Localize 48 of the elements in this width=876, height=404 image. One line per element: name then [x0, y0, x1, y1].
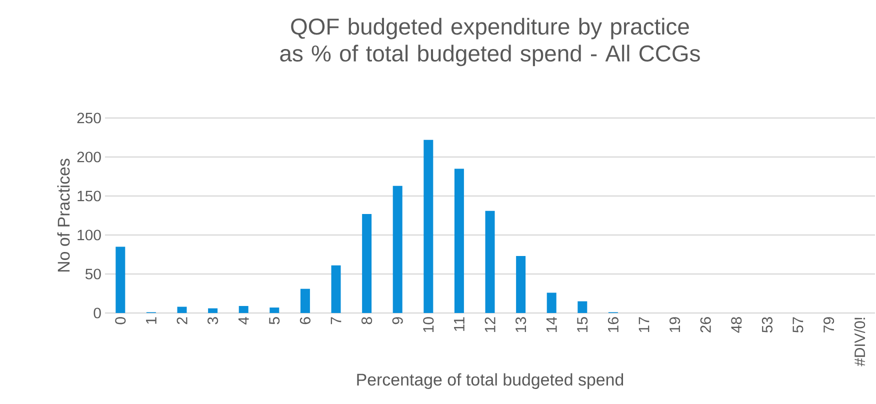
x-axis-title: Percentage of total budgeted spend [357, 373, 624, 389]
bar [177, 306, 187, 313]
x-tick-label: 79 [824, 317, 834, 332]
x-tick-label: 57 [792, 317, 804, 333]
bar [392, 186, 402, 313]
y-axis-title: No of Practices [57, 158, 70, 272]
x-tick-label: 16 [608, 317, 618, 332]
bar [116, 246, 126, 313]
x-tick-label: 6 [300, 317, 310, 324]
bar [238, 306, 248, 313]
x-tick-label: 53 [762, 317, 772, 333]
x-tick-label: 3 [208, 317, 218, 324]
x-tick-label: 14 [546, 316, 557, 332]
y-tick-label: 50 [85, 268, 101, 280]
x-tick-label: 4 [238, 316, 249, 324]
bar [516, 256, 526, 313]
x-tick-label: 7 [330, 317, 342, 324]
x-tick-label: 8 [362, 317, 372, 324]
bar [546, 292, 556, 313]
y-tick-label: 250 [77, 112, 101, 124]
bar [208, 308, 218, 313]
bar [485, 210, 495, 313]
x-tick-label: 11 [454, 317, 464, 331]
x-tick-label: 5 [269, 317, 280, 324]
x-tick-label: 19 [670, 317, 680, 332]
bar [270, 308, 280, 313]
x-tick-label: 26 [700, 317, 711, 332]
x-tick-label: 13 [516, 317, 526, 332]
x-tick-label: 10 [423, 317, 434, 332]
x-tick-label: 15 [577, 317, 588, 332]
y-tick-label: 200 [77, 152, 101, 162]
x-tick-label: 0 [115, 317, 126, 324]
x-tick-label: 12 [484, 317, 496, 332]
x-tick-label: 9 [392, 317, 403, 324]
bar [300, 288, 310, 313]
x-tick-label: 2 [176, 317, 188, 324]
x-tick-label: 1 [146, 317, 156, 324]
chart-title: QOF budgeted expenditure by practice as % of total budgeted spend - All CCGs [280, 18, 700, 66]
x-tick-label: 48 [731, 317, 742, 333]
bar [454, 168, 464, 313]
bar [331, 265, 341, 313]
x-tick-label: #DIV/0! [854, 318, 866, 366]
x-tick-label: 17 [638, 317, 650, 332]
y-tick-label: 100 [78, 230, 101, 240]
bar [424, 140, 434, 313]
bar [578, 301, 588, 313]
y-tick-label: 150 [78, 190, 101, 202]
bar [362, 214, 372, 313]
